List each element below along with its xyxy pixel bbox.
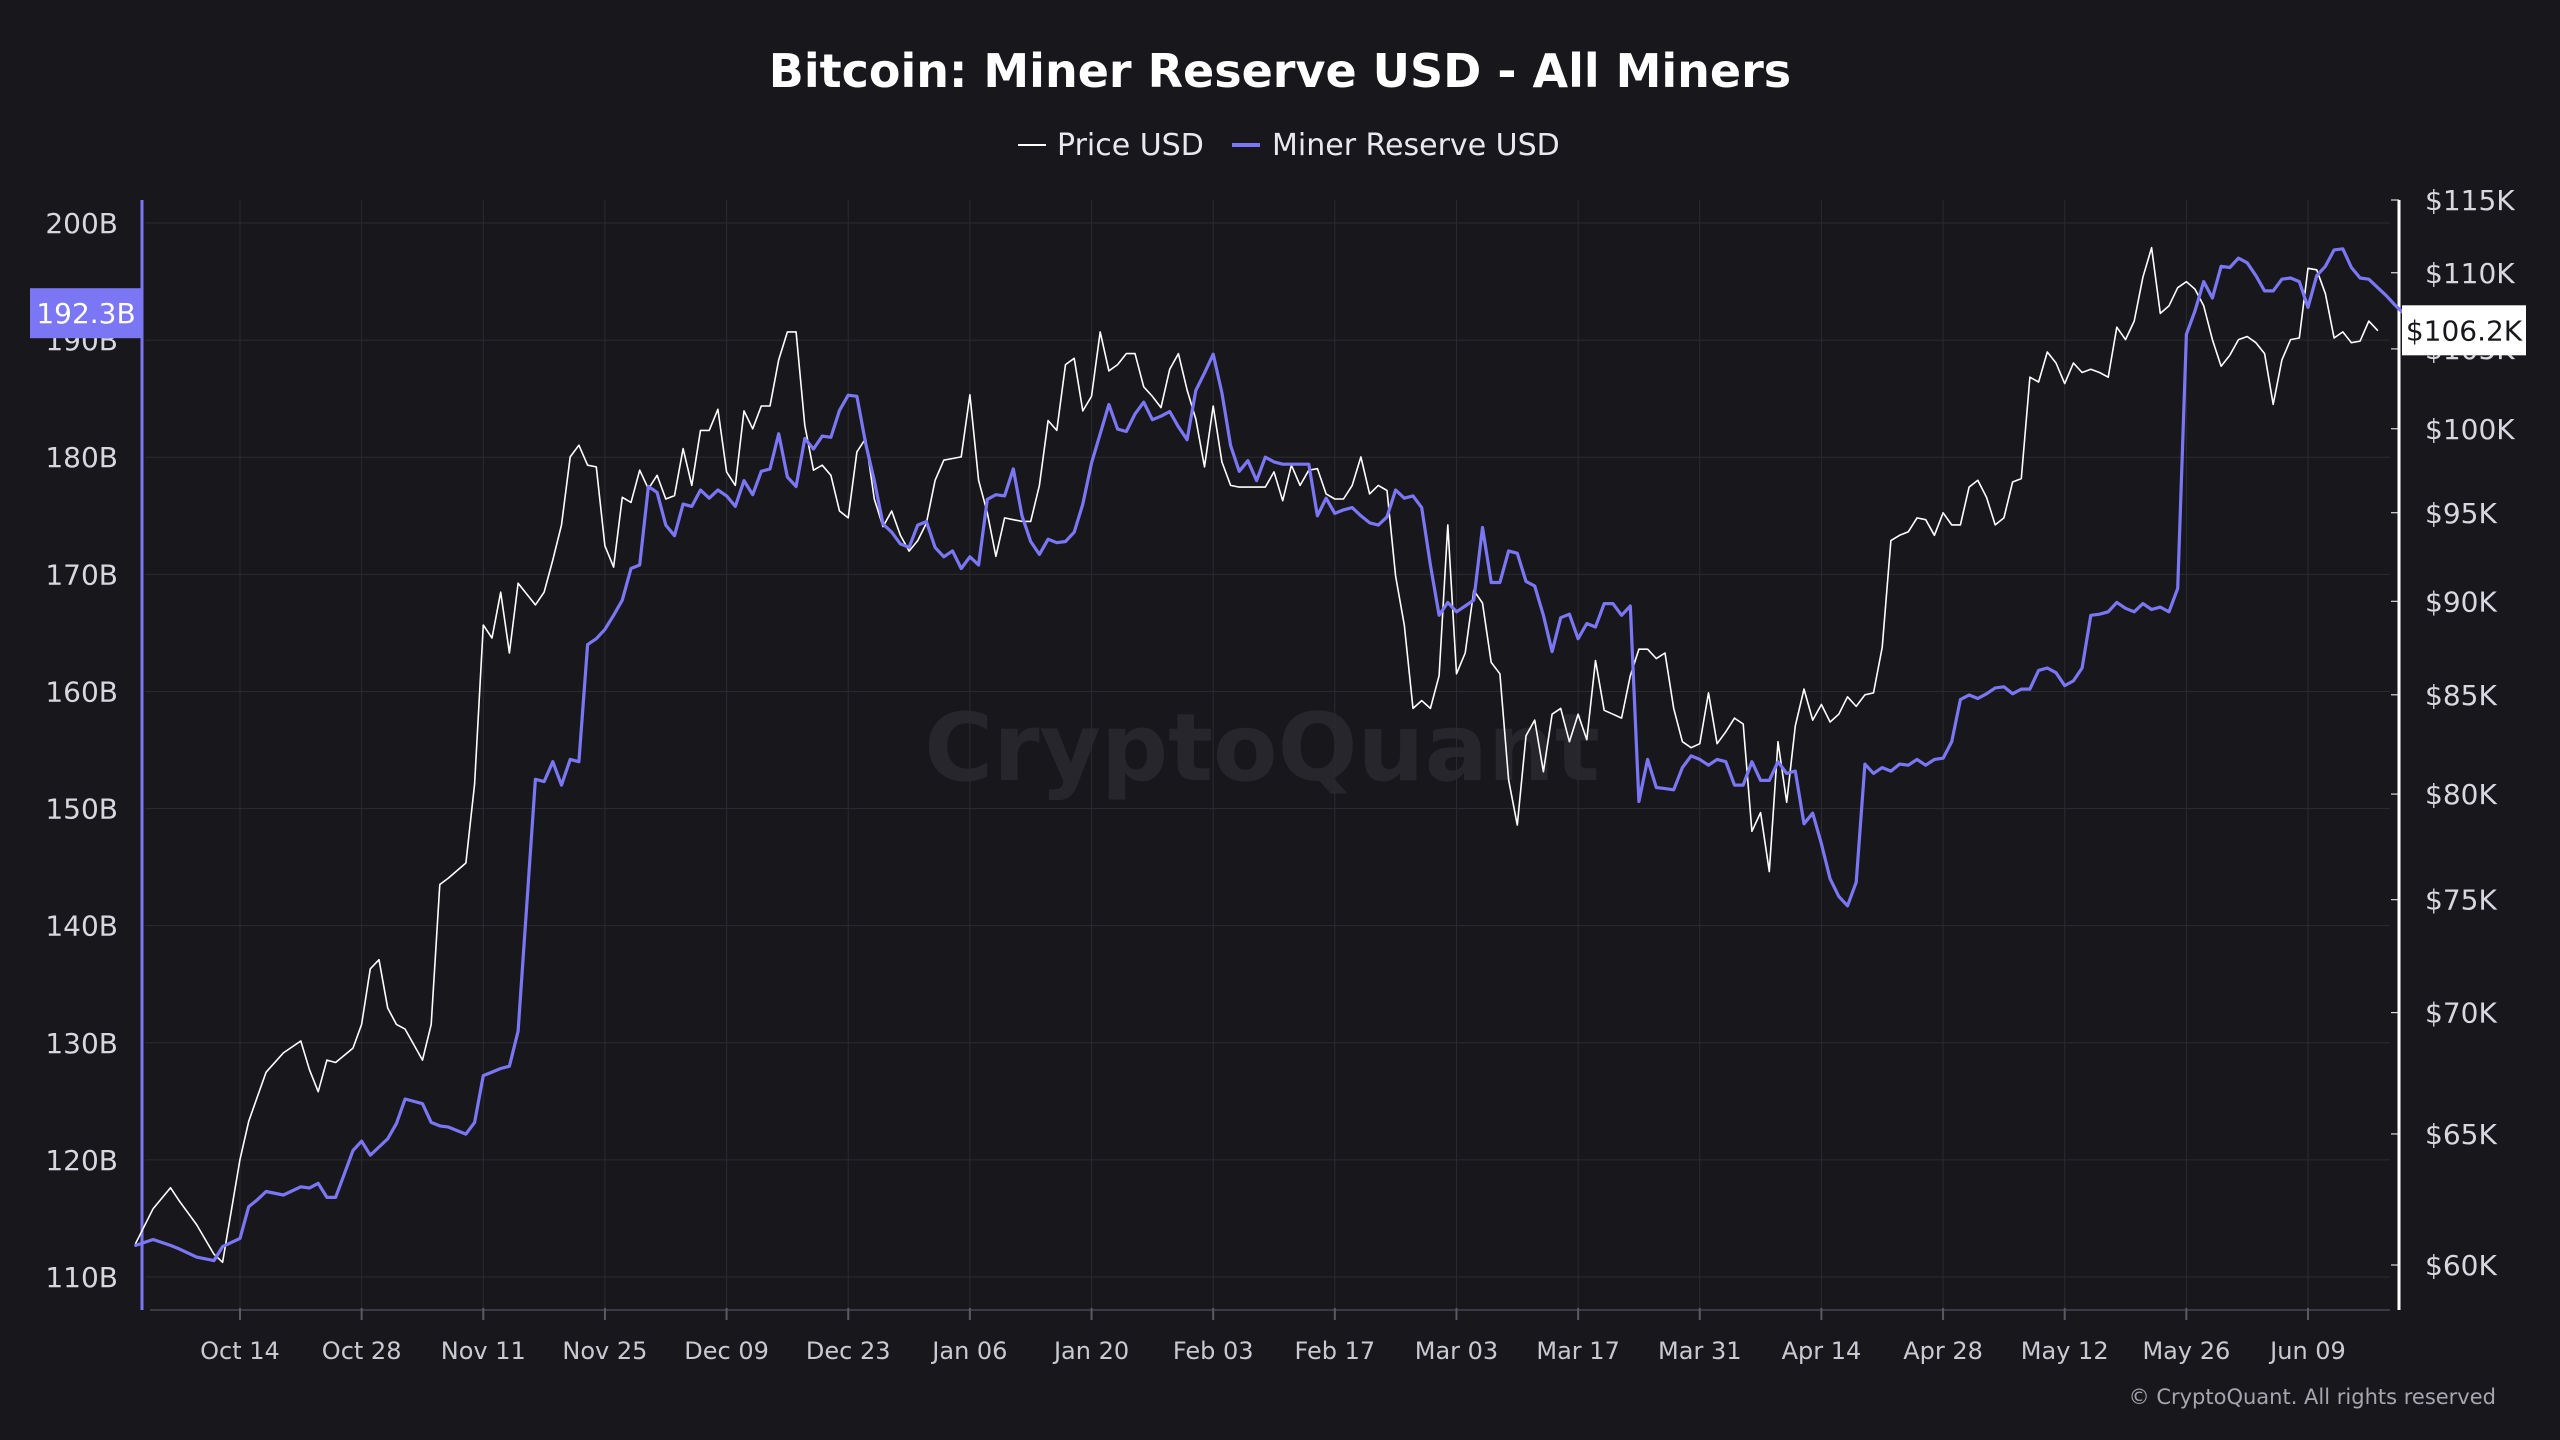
left-tick-label: 200B [45,207,118,240]
x-axis-ticks: Oct 14 Oct 28 Nov 11 Nov 25 Dec 09 Dec 23 Jan … [200,1308,2346,1365]
right-current-value-badge: $106.2K [2402,305,2526,356]
right-tick-label: $115K [2425,184,2515,217]
left-tick-label: 150B [45,793,118,826]
series [134,246,2406,1264]
x-tick-label: Jun 09 [2268,1337,2346,1365]
left-current-value-badge-bg [30,288,142,339]
x-tick-label: Oct 14 [200,1337,280,1365]
right-axis-ticks: $60K$65K$70K$75K$80K$85K$90K$95K$100K$10… [2391,184,2515,1282]
x-tick-label: Dec 23 [806,1337,891,1365]
right-tick-label: $90K [2425,585,2497,618]
left-tick-label: 130B [45,1027,118,1060]
legend-item-price[interactable]: Price USD [1018,128,1204,163]
chart-title: Bitcoin: Miner Reserve USD - All Miners [769,44,1791,98]
x-tick-label: Oct 28 [322,1337,402,1365]
left-tick-label: 140B [45,910,118,943]
right-tick-label: $110K [2425,257,2515,290]
copyright-notice: © CryptoQuant. All rights reserved [2129,1385,2496,1409]
series-line-price [134,246,2379,1264]
series-line-miner-reserve [134,247,2406,1263]
legend-item-reserve[interactable]: Miner Reserve USD [1232,128,1560,163]
left-current-value-label: 192.3B [36,297,135,330]
right-current-value-badge-bg [2402,305,2526,356]
x-tick-label: Jan 20 [1052,1337,1129,1365]
left-tick-label: 120B [45,1144,118,1177]
x-tick-label: Dec 09 [684,1337,769,1365]
left-tick-label: 170B [45,558,118,591]
x-tick-label: Mar 17 [1536,1337,1619,1365]
x-tick-label: Feb 03 [1173,1337,1254,1365]
right-current-value-label: $106.2K [2406,314,2523,347]
legend-label-price: Price USD [1057,128,1204,163]
x-tick-label: May 12 [2021,1337,2109,1365]
right-tick-label: $80K [2425,778,2497,811]
left-current-value-badge: 192.3B [30,288,142,339]
left-tick-label: 110B [45,1261,118,1294]
x-tick-label: Mar 31 [1658,1337,1741,1365]
right-tick-label: $100K [2425,413,2515,446]
x-tick-label: Feb 17 [1294,1337,1375,1365]
x-tick-label: Nov 11 [441,1337,526,1365]
left-tick-label: 160B [45,675,118,708]
right-tick-label: $65K [2425,1118,2497,1151]
x-tick-label: Apr 28 [1903,1337,1983,1365]
legend: Price USD Miner Reserve USD [1018,128,1560,163]
legend-label-reserve: Miner Reserve USD [1272,128,1560,163]
x-tick-label: Nov 25 [562,1337,647,1365]
x-tick-label: Apr 14 [1782,1337,1862,1365]
watermark: CryptoQuant [924,694,1600,803]
right-tick-label: $60K [2425,1249,2497,1282]
right-tick-label: $95K [2425,497,2497,530]
x-tick-label: Mar 03 [1415,1337,1498,1365]
right-tick-label: $70K [2425,997,2497,1030]
x-tick-label: May 26 [2142,1337,2230,1365]
x-tick-label: Jan 06 [930,1337,1007,1365]
right-tick-label: $75K [2425,884,2497,917]
right-tick-label: $85K [2425,679,2497,712]
left-tick-label: 180B [45,441,118,474]
axes [140,200,2401,1311]
